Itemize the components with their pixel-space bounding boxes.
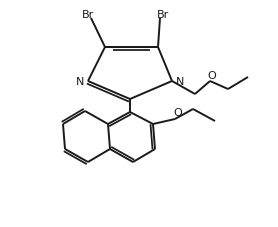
Text: O: O: [174, 108, 182, 118]
Text: O: O: [208, 71, 216, 81]
Text: Br: Br: [82, 10, 94, 20]
Text: N: N: [176, 77, 184, 87]
Text: N: N: [76, 77, 84, 87]
Text: Br: Br: [157, 10, 169, 20]
